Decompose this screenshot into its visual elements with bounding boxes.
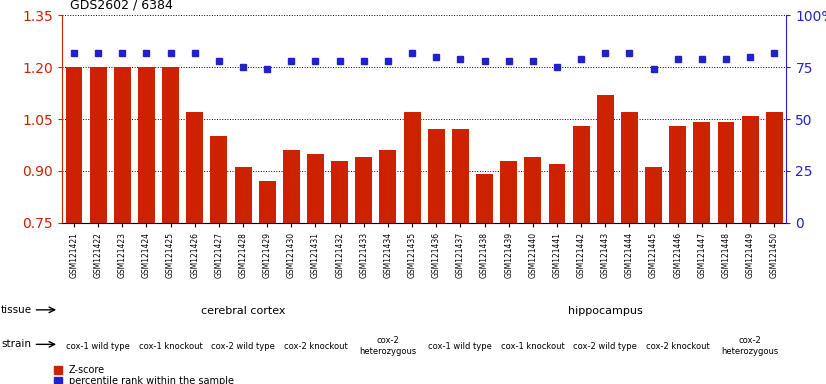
Bar: [766, 112, 783, 223]
Bar: [404, 112, 420, 223]
Bar: [525, 157, 541, 223]
Bar: [307, 154, 324, 223]
Text: cox-2 knockout: cox-2 knockout: [283, 342, 348, 351]
Text: tissue: tissue: [1, 305, 31, 315]
Bar: [718, 122, 734, 223]
Bar: [452, 129, 469, 223]
Text: cox-2 wild type: cox-2 wild type: [573, 342, 637, 351]
Bar: [428, 129, 444, 223]
Bar: [669, 126, 686, 223]
Bar: [282, 150, 300, 223]
Bar: [645, 167, 662, 223]
Bar: [259, 181, 276, 223]
Bar: [235, 167, 251, 223]
Text: cox-1 wild type: cox-1 wild type: [66, 342, 131, 351]
Bar: [114, 67, 131, 223]
Text: cox-2
heterozygous: cox-2 heterozygous: [359, 336, 416, 356]
Bar: [355, 157, 373, 223]
Bar: [331, 161, 348, 223]
Bar: [211, 136, 227, 223]
Text: cox-1 wild type: cox-1 wild type: [429, 342, 492, 351]
Bar: [501, 161, 517, 223]
Bar: [65, 67, 83, 223]
Bar: [90, 67, 107, 223]
Bar: [597, 95, 614, 223]
Bar: [187, 112, 203, 223]
Text: Z-score: Z-score: [69, 365, 105, 375]
Text: cox-1 knockout: cox-1 knockout: [501, 342, 565, 351]
Text: strain: strain: [2, 339, 31, 349]
Text: cox-2 knockout: cox-2 knockout: [646, 342, 710, 351]
Text: cox-2
heterozygous: cox-2 heterozygous: [721, 336, 779, 356]
Text: cox-2 wild type: cox-2 wild type: [211, 342, 275, 351]
Bar: [572, 126, 590, 223]
Bar: [138, 67, 155, 223]
Bar: [548, 164, 566, 223]
Bar: [621, 112, 638, 223]
Text: cox-1 knockout: cox-1 knockout: [139, 342, 202, 351]
Text: cerebral cortex: cerebral cortex: [201, 306, 285, 316]
Bar: [476, 174, 493, 223]
Bar: [693, 122, 710, 223]
Text: hippocampus: hippocampus: [568, 306, 643, 316]
Bar: [162, 67, 179, 223]
Bar: [742, 116, 758, 223]
Text: percentile rank within the sample: percentile rank within the sample: [69, 376, 234, 384]
Text: GDS2602 / 6384: GDS2602 / 6384: [70, 0, 173, 12]
Bar: [379, 150, 396, 223]
